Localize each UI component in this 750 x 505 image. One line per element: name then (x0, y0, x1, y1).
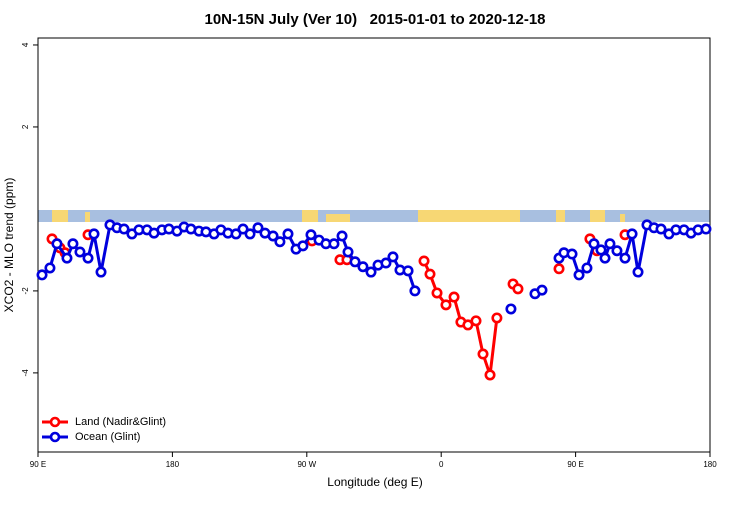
legend-label: Ocean (Glint) (75, 431, 140, 443)
data-point (44, 262, 56, 274)
data-point (230, 228, 242, 240)
data-point (536, 284, 548, 296)
data-point (402, 265, 414, 277)
data-point (274, 236, 286, 248)
data-point (581, 262, 593, 274)
data-point (305, 229, 317, 241)
data-point (67, 238, 79, 250)
data-point (237, 223, 249, 235)
data-point (626, 228, 638, 240)
data-point (342, 246, 354, 258)
plot-frame (37, 37, 711, 453)
data-point (491, 312, 503, 324)
data-point (252, 222, 264, 234)
data-point (328, 238, 340, 250)
legend-label: Land (Nadir&Glint) (75, 416, 166, 428)
data-point (566, 248, 578, 260)
data-point (604, 238, 616, 250)
x-tick-label: 90 W (297, 460, 316, 469)
x-tick-label: 180 (703, 460, 717, 469)
y-tick-label: -2 (21, 287, 30, 295)
data-point (380, 257, 392, 269)
legend-marker (49, 431, 61, 443)
x-tick-label: 180 (166, 460, 180, 469)
data-point (553, 263, 565, 275)
data-point (357, 261, 369, 273)
data-point (74, 246, 86, 258)
data-point (448, 291, 460, 303)
y-tick-label: 2 (21, 124, 30, 129)
data-point (118, 223, 130, 235)
data-point (632, 266, 644, 278)
data-point (282, 228, 294, 240)
y-tick-label: -4 (21, 369, 30, 377)
data-point (244, 228, 256, 240)
data-point (599, 252, 611, 264)
data-point (477, 348, 489, 360)
data-point (365, 266, 377, 278)
data-point (36, 269, 48, 281)
map-strip (38, 210, 710, 222)
data-point (619, 252, 631, 264)
data-point (51, 238, 63, 250)
data-point (484, 369, 496, 381)
data-point (387, 251, 399, 263)
y-tick-label: 4 (21, 42, 30, 47)
legend-marker (49, 416, 61, 428)
data-point (595, 244, 607, 256)
data-point (512, 283, 524, 295)
data-point (470, 315, 482, 327)
y-axis-label: XCO2 - MLO trend (ppm) (2, 178, 16, 313)
x-tick-label: 90 E (30, 460, 46, 469)
data-point (409, 285, 421, 297)
data-point (424, 268, 436, 280)
data-point (418, 255, 430, 267)
data-point (267, 230, 279, 242)
data-point (700, 223, 712, 235)
data-point (95, 266, 107, 278)
data-point (349, 256, 361, 268)
x-tick-label: 0 (439, 460, 444, 469)
data-point (588, 238, 600, 250)
data-point (61, 252, 73, 264)
data-point (297, 240, 309, 252)
data-point (573, 269, 585, 281)
data-point (82, 252, 94, 264)
x-tick-label: 90 E (567, 460, 583, 469)
data-point (611, 245, 623, 257)
data-point (431, 287, 443, 299)
data-point (655, 223, 667, 235)
data-point (336, 230, 348, 242)
data-point (88, 228, 100, 240)
data-point (505, 303, 517, 315)
data-point (462, 319, 474, 331)
x-axis-label: Longitude (deg E) (327, 475, 422, 489)
chart-title: 10N-15N July (Ver 10) 2015-01-01 to 2020… (204, 11, 545, 28)
data-point (440, 299, 452, 311)
